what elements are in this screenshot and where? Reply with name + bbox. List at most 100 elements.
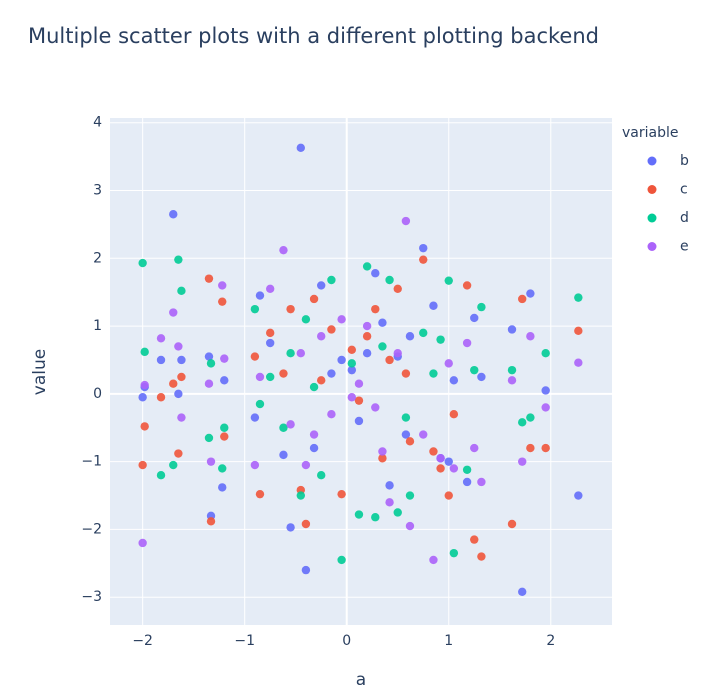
y-tick-label: 4 [93, 115, 102, 131]
point [296, 143, 306, 153]
point [526, 413, 535, 422]
point [279, 369, 288, 378]
point [265, 284, 275, 294]
point [174, 342, 183, 351]
point [436, 454, 445, 463]
point [174, 255, 183, 264]
point [347, 345, 357, 355]
point [204, 274, 214, 283]
point [470, 313, 479, 323]
point [169, 460, 178, 470]
x-axis-label: a [356, 670, 366, 688]
point [317, 281, 326, 290]
point [378, 318, 387, 327]
point [574, 326, 583, 336]
point [138, 538, 147, 548]
point [250, 352, 260, 361]
point [371, 269, 380, 278]
point [301, 315, 311, 324]
point [140, 380, 149, 390]
point [347, 359, 357, 368]
point [296, 491, 306, 500]
point [574, 293, 583, 302]
legend-marker [647, 242, 657, 251]
point [371, 304, 380, 314]
point [279, 450, 288, 460]
y-axis-label: value [30, 349, 50, 395]
legend-label: e [680, 239, 689, 255]
point [255, 399, 265, 409]
point [327, 410, 336, 419]
point [204, 352, 214, 361]
point [255, 489, 265, 499]
point [477, 372, 486, 382]
point [449, 410, 459, 419]
point [309, 443, 319, 453]
point [255, 372, 265, 382]
point [362, 321, 372, 331]
point [354, 510, 364, 519]
point [286, 348, 295, 358]
point [309, 430, 319, 439]
point [309, 382, 319, 392]
point [286, 523, 295, 532]
point [317, 471, 326, 480]
point [169, 308, 178, 317]
point [429, 301, 438, 310]
point [337, 355, 346, 365]
point [218, 281, 227, 290]
point [477, 302, 486, 312]
point [405, 437, 415, 446]
point [169, 379, 178, 388]
point [362, 348, 372, 358]
point [279, 423, 288, 432]
point [347, 393, 357, 402]
point [518, 457, 527, 466]
point [507, 376, 517, 385]
point [156, 393, 166, 402]
point [301, 519, 311, 529]
point [255, 291, 265, 300]
point [371, 513, 380, 522]
point [220, 354, 229, 363]
point [378, 447, 387, 456]
point [301, 565, 311, 575]
x-tick-label: 2 [546, 633, 555, 649]
point [204, 433, 214, 443]
point [541, 386, 550, 395]
point [574, 491, 583, 500]
y-tick-label: 1 [93, 318, 102, 334]
point [462, 477, 472, 487]
y-tick-label: −1 [81, 454, 102, 470]
point [354, 416, 364, 426]
point [477, 552, 486, 561]
point [470, 365, 479, 375]
point [204, 379, 214, 388]
legend-marker [647, 185, 657, 194]
point [541, 403, 550, 412]
point [265, 328, 275, 338]
point [574, 358, 583, 367]
point [177, 355, 186, 365]
point [354, 396, 364, 405]
point [462, 338, 472, 348]
point [385, 355, 394, 365]
point [444, 491, 453, 500]
x-tick-label: −2 [132, 633, 153, 649]
point [385, 275, 394, 285]
point [378, 342, 387, 351]
point [405, 521, 415, 531]
point [507, 365, 517, 375]
point [327, 275, 336, 285]
point [401, 430, 411, 439]
point [393, 348, 402, 358]
point [337, 555, 346, 565]
point [393, 508, 402, 517]
point [541, 443, 550, 453]
point [286, 304, 295, 314]
point [138, 393, 147, 402]
legend-title: variable [622, 125, 678, 141]
point [156, 334, 166, 343]
point [206, 457, 216, 466]
point [347, 365, 357, 375]
